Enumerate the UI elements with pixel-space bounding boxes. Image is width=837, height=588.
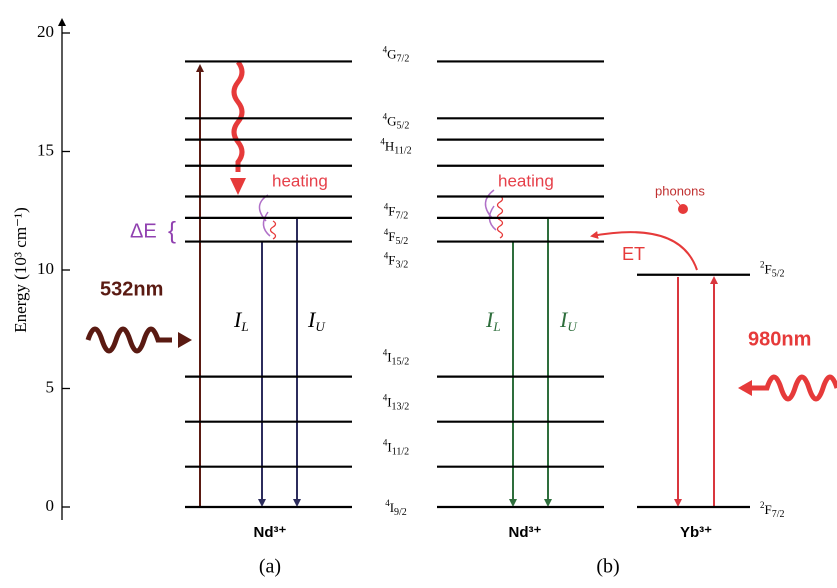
term-j: 7/2 <box>395 211 408 222</box>
term-label: 4G7/2 <box>383 45 410 65</box>
pump-label: 532nm <box>100 278 163 300</box>
caption: (a) <box>259 556 281 578</box>
term-letter: F <box>388 229 395 244</box>
term-letter: G <box>387 113 396 128</box>
y-tick-label: 0 <box>46 496 55 515</box>
pump-wave <box>85 326 172 354</box>
term-label: 2F7/2 <box>760 500 785 520</box>
term-letter: I <box>387 350 391 365</box>
term-mult: 4 <box>384 202 389 212</box>
phonon-line <box>675 199 684 210</box>
ion-label: Nd³⁺ <box>254 524 287 541</box>
heating-curl <box>258 194 271 237</box>
heating-label: heating <box>498 171 554 190</box>
y-tick-label: 15 <box>37 140 54 159</box>
pump-head <box>178 332 192 348</box>
iu-label: IU <box>559 307 578 334</box>
pump-head <box>738 380 752 396</box>
term-j: 11/2 <box>392 447 409 458</box>
y-tick-label: 5 <box>46 377 55 396</box>
iu: I <box>307 307 317 332</box>
term-j: 11/2 <box>394 146 411 157</box>
delta-e: ΔE <box>130 220 157 242</box>
term-mult: 2 <box>760 500 765 510</box>
term-mult: 4 <box>380 137 385 147</box>
term-j: 15/2 <box>392 357 410 368</box>
ion-label: Nd³⁺ <box>509 524 542 541</box>
il-sub: L <box>492 319 500 334</box>
et-arrow <box>590 230 698 271</box>
term-label: 4I11/2 <box>383 438 409 458</box>
term-mult: 4 <box>383 45 388 55</box>
term-mult: 4 <box>384 227 389 237</box>
ion-label: Yb³⁺ <box>680 524 712 541</box>
heating-wave <box>269 220 277 240</box>
relax-head <box>230 178 246 195</box>
term-letter: I <box>390 500 394 515</box>
term-j: 5/2 <box>772 269 785 280</box>
term-label: 4F7/2 <box>384 202 409 222</box>
term-label: 4I9/2 <box>385 498 407 518</box>
pump-label: 980nm <box>748 328 811 350</box>
term-j: 5/2 <box>395 236 408 247</box>
term-j: 13/2 <box>392 402 410 413</box>
term-letter: F <box>388 253 395 268</box>
term-mult: 4 <box>383 111 388 121</box>
iu: I <box>559 307 569 332</box>
term-label: 4I13/2 <box>383 393 410 413</box>
term-j: 7/2 <box>397 54 410 65</box>
y-tick-label: 10 <box>37 259 54 278</box>
il: I <box>485 307 495 332</box>
il-sub: L <box>240 319 248 334</box>
term-mult: 4 <box>385 498 390 508</box>
axis-label: Energy (10³ cm⁻¹) <box>11 207 30 333</box>
term-label: 4F3/2 <box>384 251 409 271</box>
term-j: 3/2 <box>395 260 408 271</box>
term-letter: F <box>388 204 395 219</box>
iu-sub: U <box>315 319 326 334</box>
term-j: 7/2 <box>772 509 785 520</box>
term-label: 2F5/2 <box>760 260 785 280</box>
term-label: 4F5/2 <box>384 227 409 247</box>
il-label: IL <box>233 307 249 334</box>
term-mult: 4 <box>384 251 389 261</box>
iu-label: IU <box>307 307 326 334</box>
term-label: 4H11/2 <box>380 137 411 157</box>
il: I <box>233 307 243 332</box>
term-j: 9/2 <box>394 507 407 518</box>
term-letter: F <box>765 502 772 517</box>
caption: (b) <box>596 556 619 578</box>
term-label: 4I15/2 <box>383 348 410 368</box>
term-j: 5/2 <box>397 121 410 132</box>
term-letter: I <box>387 395 391 410</box>
y-tick-label: 20 <box>37 22 54 41</box>
term-mult: 4 <box>383 348 388 358</box>
heating-curl <box>484 189 497 231</box>
term-letter: F <box>765 262 772 277</box>
pump-wave <box>742 374 837 402</box>
term-label: 4G5/2 <box>383 111 410 131</box>
term-letter: H <box>385 139 394 154</box>
term-mult: 2 <box>760 260 765 270</box>
relax-arrow <box>231 60 245 172</box>
term-mult: 4 <box>383 393 388 403</box>
term-mult: 4 <box>383 438 388 448</box>
phonons-label: phonons <box>655 183 705 198</box>
brace: { <box>168 217 176 244</box>
il-label: IL <box>485 307 501 334</box>
term-letter: I <box>387 440 391 455</box>
et-label: ET <box>622 244 645 264</box>
term-letter: G <box>387 46 396 61</box>
iu-sub: U <box>567 319 578 334</box>
heating-label: heating <box>272 171 328 190</box>
